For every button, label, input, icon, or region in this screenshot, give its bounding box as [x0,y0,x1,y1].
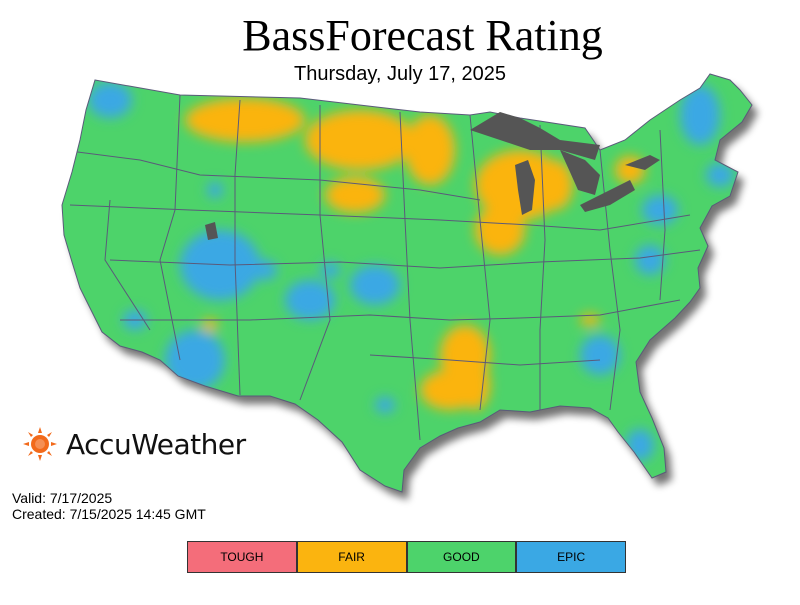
forecast-overlay [88,82,734,461]
forecast-date: Thursday, July 17, 2025 [294,63,506,85]
created-timestamp: Created: 7/15/2025 14:45 GMT [12,506,206,522]
legend-tough: TOUGH [188,542,298,572]
accuweather-logo: AccuWeather [22,424,246,464]
map-title: BassForecast Rating [242,11,603,60]
legend-epic: EPIC [517,542,625,572]
forecast-meta: Valid: 7/17/2025 Created: 7/15/2025 14:4… [12,490,206,522]
legend-fair: FAIR [297,542,408,572]
rating-legend: TOUGH FAIR GOOD EPIC [187,541,626,573]
valid-date: Valid: 7/17/2025 [12,490,113,506]
brand-name: AccuWeather [66,427,246,461]
sun-icon [23,427,57,461]
great-lakes [205,112,660,240]
legend-good: GOOD [407,542,518,572]
